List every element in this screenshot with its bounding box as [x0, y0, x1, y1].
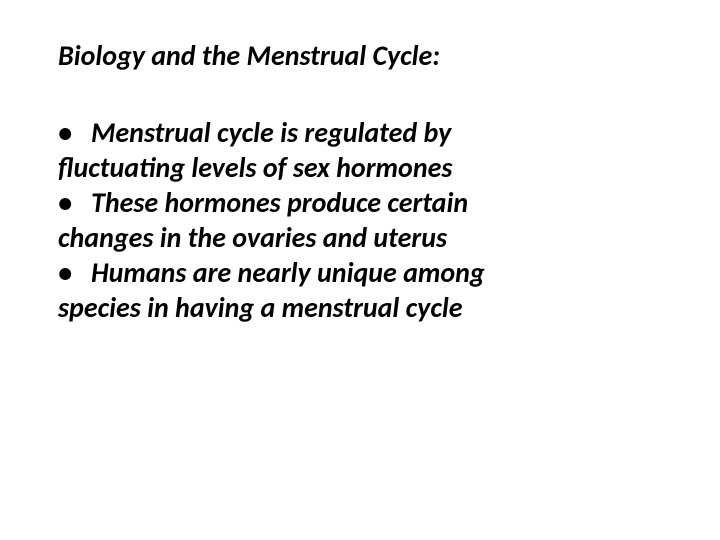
- bullet-text: Humans are nearly unique among: [91, 255, 485, 290]
- bullet-item: • Humans are nearly unique among: [58, 255, 662, 290]
- slide-container: Biology and the Menstrual Cycle: • Menst…: [0, 0, 720, 540]
- bullet-item-continued: changes in the ovaries and uterus: [58, 220, 662, 255]
- bullet-text: These hormones produce certain: [91, 185, 468, 220]
- bullet-mark-icon: •: [58, 255, 72, 290]
- bullet-item: • These hormones produce certain: [58, 185, 662, 220]
- bullet-text: Menstrual cycle is regulated by: [91, 115, 451, 150]
- bullet-mark-icon: •: [58, 115, 72, 150]
- slide-body: • Menstrual cycle is regulated by fluctu…: [58, 115, 662, 325]
- bullet-item: • Menstrual cycle is regulated by: [58, 115, 662, 150]
- bullet-item-continued: fluctuating levels of sex hormones: [58, 150, 662, 185]
- bullet-mark-icon: •: [58, 185, 72, 220]
- slide-title: Biology and the Menstrual Cycle:: [58, 38, 662, 73]
- bullet-item-continued: species in having a menstrual cycle: [58, 290, 662, 325]
